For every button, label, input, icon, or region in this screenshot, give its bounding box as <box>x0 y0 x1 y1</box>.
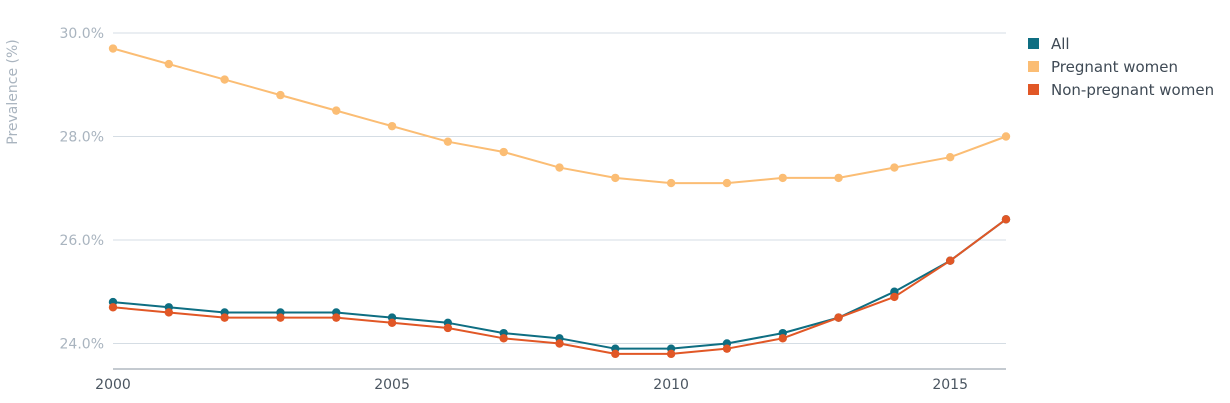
data-point-pregnant-women[interactable] <box>108 44 118 53</box>
series-line-all <box>112 218 1007 350</box>
legend-swatch-non-pregnant-women <box>1028 84 1039 95</box>
x-tick-label: 2000 <box>95 377 131 393</box>
series-line-pregnant-women <box>112 47 1007 185</box>
series-non-pregnant-women <box>108 215 1011 359</box>
data-point-pregnant-women[interactable] <box>387 121 397 131</box>
data-point-non-pregnant-women[interactable] <box>108 303 118 312</box>
data-point-non-pregnant-women[interactable] <box>1001 215 1011 224</box>
data-point-pregnant-women[interactable] <box>164 59 174 69</box>
y-tick-label: 30.0% <box>60 26 104 42</box>
data-point-non-pregnant-women[interactable] <box>611 349 620 359</box>
legend: All Pregnant women Non-pregnant women <box>1028 32 1214 101</box>
x-tick-labels: 2000 2005 2010 2015 <box>95 377 968 393</box>
x-tick-label: 2005 <box>374 377 410 393</box>
data-point-non-pregnant-women[interactable] <box>276 313 285 322</box>
data-point-non-pregnant-women[interactable] <box>164 308 174 317</box>
legend-item-all[interactable]: All <box>1028 32 1214 55</box>
series-line-non-pregnant-women <box>112 218 1007 355</box>
series-pregnant-women <box>108 44 1011 188</box>
data-point-non-pregnant-women[interactable] <box>555 339 564 348</box>
data-point-pregnant-women[interactable] <box>499 147 508 157</box>
series-lines <box>108 44 1011 359</box>
data-point-pregnant-women[interactable] <box>332 106 341 115</box>
y-axis-label: Prevalence (%) <box>5 39 21 145</box>
legend-label-all: All <box>1051 34 1070 53</box>
data-point-pregnant-women[interactable] <box>834 173 843 183</box>
data-point-pregnant-women[interactable] <box>443 137 453 146</box>
legend-swatch-pregnant-women <box>1028 61 1039 72</box>
data-point-pregnant-women[interactable] <box>220 75 229 84</box>
legend-item-pregnant-women[interactable]: Pregnant women <box>1028 55 1214 78</box>
legend-label-non-pregnant-women: Non-pregnant women <box>1051 80 1215 99</box>
x-tick-label: 2015 <box>932 377 968 393</box>
y-tick-label: 26.0% <box>60 233 104 249</box>
data-point-pregnant-women[interactable] <box>778 173 787 183</box>
x-tick-label: 2010 <box>653 377 689 393</box>
data-point-pregnant-women[interactable] <box>276 90 285 100</box>
data-point-pregnant-women[interactable] <box>890 163 899 172</box>
y-tick-labels: 24.0% 26.0% 28.0% 30.0% <box>60 26 104 353</box>
data-point-pregnant-women[interactable] <box>611 173 620 183</box>
data-point-non-pregnant-women[interactable] <box>722 344 732 353</box>
data-point-non-pregnant-women[interactable] <box>834 313 843 322</box>
data-point-pregnant-women[interactable] <box>722 178 732 188</box>
legend-label-pregnant-women: Pregnant women <box>1051 57 1179 76</box>
data-point-non-pregnant-women[interactable] <box>890 292 899 302</box>
data-point-non-pregnant-women[interactable] <box>666 349 676 359</box>
y-tick-label: 28.0% <box>60 130 104 146</box>
data-point-pregnant-women[interactable] <box>666 178 676 188</box>
grid-lines <box>113 32 1006 344</box>
data-point-non-pregnant-women[interactable] <box>499 334 508 343</box>
data-point-pregnant-women[interactable] <box>945 153 955 162</box>
data-point-non-pregnant-women[interactable] <box>332 313 341 322</box>
data-point-pregnant-women[interactable] <box>1001 132 1011 141</box>
data-point-non-pregnant-women[interactable] <box>387 318 397 327</box>
legend-swatch-all <box>1028 38 1039 49</box>
legend-item-non-pregnant-women[interactable]: Non-pregnant women <box>1028 78 1214 101</box>
data-point-non-pregnant-women[interactable] <box>220 313 229 322</box>
data-point-non-pregnant-women[interactable] <box>443 323 453 333</box>
data-point-non-pregnant-women[interactable] <box>945 256 955 265</box>
data-point-pregnant-women[interactable] <box>555 163 564 172</box>
series-all <box>108 215 1011 353</box>
y-tick-label: 24.0% <box>60 337 104 353</box>
data-point-non-pregnant-women[interactable] <box>778 334 787 343</box>
